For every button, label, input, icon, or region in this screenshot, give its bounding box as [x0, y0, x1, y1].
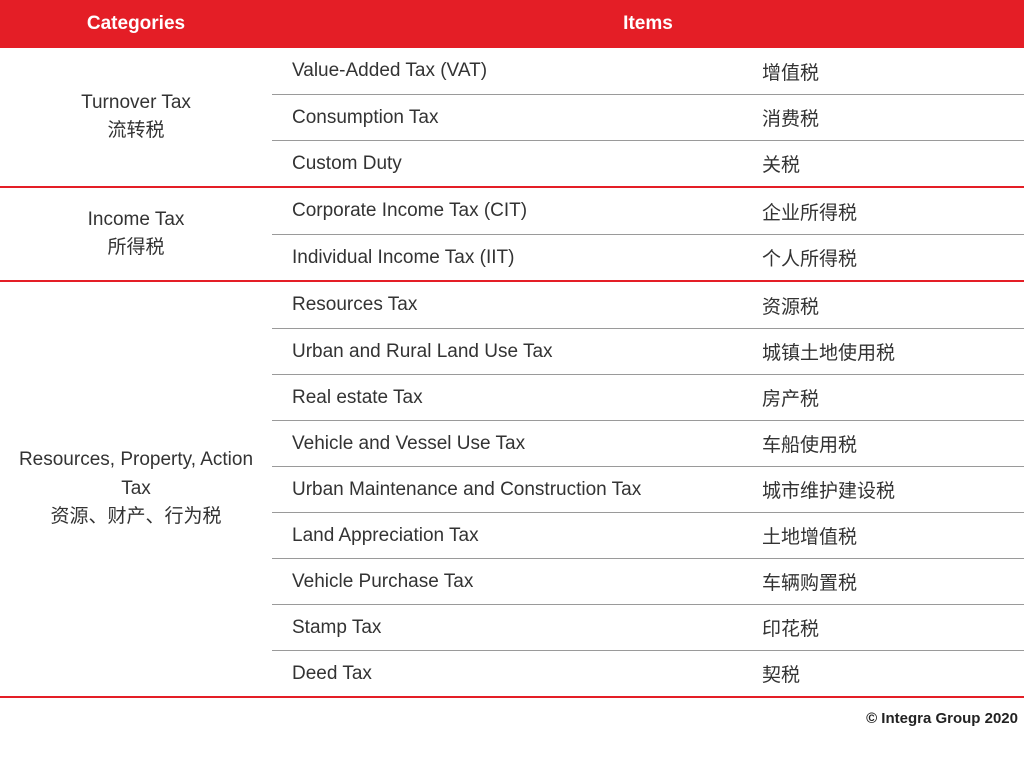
item-label-en: Value-Added Tax (VAT)	[272, 60, 762, 82]
table-row: Vehicle Purchase Tax车辆购置税	[272, 558, 1024, 604]
table-section: Resources, Property, Action Tax资源、财产、行为税…	[0, 282, 1024, 698]
item-label-zh: 增值税	[762, 58, 1024, 85]
table-section: Turnover Tax流转税Value-Added Tax (VAT)增值税C…	[0, 48, 1024, 188]
item-label-en: Urban and Rural Land Use Tax	[272, 341, 762, 363]
item-label-en: Corporate Income Tax (CIT)	[272, 200, 762, 222]
item-label-zh: 契税	[762, 660, 1024, 687]
item-label-zh: 消费税	[762, 104, 1024, 131]
item-label-en: Vehicle and Vessel Use Tax	[272, 433, 762, 455]
item-label-en: Individual Income Tax (IIT)	[272, 247, 762, 269]
category-label-zh: 资源、财产、行为税	[50, 503, 221, 532]
category-cell: Income Tax所得税	[0, 188, 272, 280]
category-label-en: Income Tax	[88, 206, 185, 235]
category-cell: Turnover Tax流转税	[0, 48, 272, 186]
table-row: Corporate Income Tax (CIT)企业所得税	[272, 188, 1024, 234]
item-label-zh: 城市维护建设税	[762, 476, 1024, 503]
table-row: Vehicle and Vessel Use Tax车船使用税	[272, 420, 1024, 466]
item-label-zh: 房产税	[762, 384, 1024, 411]
item-label-zh: 资源税	[762, 292, 1024, 319]
category-label-zh: 所得税	[107, 234, 164, 263]
header-categories: Categories	[0, 13, 272, 35]
item-label-en: Resources Tax	[272, 294, 762, 316]
category-label-zh: 流转税	[107, 117, 164, 146]
table-row: Deed Tax契税	[272, 650, 1024, 696]
item-label-zh: 企业所得税	[762, 198, 1024, 225]
category-cell: Resources, Property, Action Tax资源、财产、行为税	[0, 282, 272, 696]
item-label-en: Urban Maintenance and Construction Tax	[272, 479, 762, 501]
table-row: Custom Duty关税	[272, 140, 1024, 186]
item-label-zh: 城镇土地使用税	[762, 338, 1024, 365]
table-section: Income Tax所得税Corporate Income Tax (CIT)企…	[0, 188, 1024, 282]
table-row: Urban Maintenance and Construction Tax城市…	[272, 466, 1024, 512]
category-label-en: Resources, Property, Action Tax	[8, 446, 264, 503]
table-row: Consumption Tax消费税	[272, 94, 1024, 140]
item-label-zh: 个人所得税	[762, 244, 1024, 271]
copyright-footer: © Integra Group 2020	[0, 698, 1024, 727]
item-label-en: Real estate Tax	[272, 387, 762, 409]
item-label-en: Stamp Tax	[272, 617, 762, 639]
table-row: Individual Income Tax (IIT)个人所得税	[272, 234, 1024, 280]
table-row: Stamp Tax印花税	[272, 604, 1024, 650]
category-label-en: Turnover Tax	[81, 89, 191, 118]
items-column: Value-Added Tax (VAT)增值税Consumption Tax消…	[272, 48, 1024, 186]
table-row: Resources Tax资源税	[272, 282, 1024, 328]
item-label-zh: 土地增值税	[762, 522, 1024, 549]
table-header-row: Categories Items	[0, 0, 1024, 48]
item-label-en: Deed Tax	[272, 663, 762, 685]
item-label-zh: 车船使用税	[762, 430, 1024, 457]
item-label-zh: 印花税	[762, 614, 1024, 641]
table-row: Value-Added Tax (VAT)增值税	[272, 48, 1024, 94]
table-row: Land Appreciation Tax土地增值税	[272, 512, 1024, 558]
items-column: Resources Tax资源税Urban and Rural Land Use…	[272, 282, 1024, 696]
tax-table: Categories Items Turnover Tax流转税Value-Ad…	[0, 0, 1024, 727]
item-label-zh: 关税	[762, 150, 1024, 177]
table-row: Urban and Rural Land Use Tax城镇土地使用税	[272, 328, 1024, 374]
header-items: Items	[272, 13, 1024, 35]
item-label-en: Land Appreciation Tax	[272, 525, 762, 547]
item-label-zh: 车辆购置税	[762, 568, 1024, 595]
items-column: Corporate Income Tax (CIT)企业所得税Individua…	[272, 188, 1024, 280]
table-row: Real estate Tax房产税	[272, 374, 1024, 420]
item-label-en: Vehicle Purchase Tax	[272, 571, 762, 593]
item-label-en: Custom Duty	[272, 153, 762, 175]
item-label-en: Consumption Tax	[272, 107, 762, 129]
